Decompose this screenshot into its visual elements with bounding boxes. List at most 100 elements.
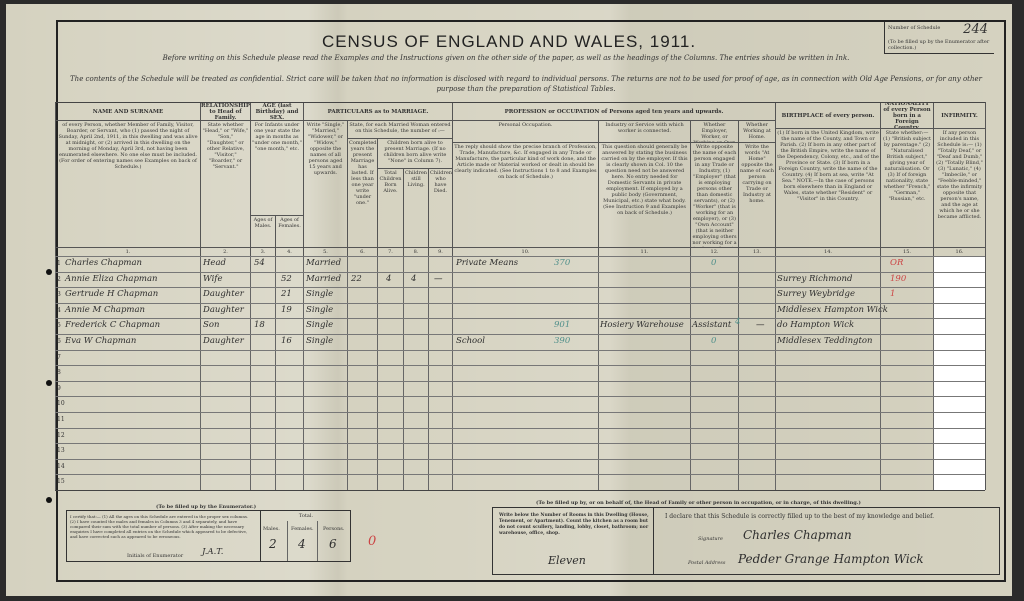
initials-label: Initials of Enumerator <box>127 553 184 559</box>
entry-living: 4 <box>411 273 417 284</box>
females-label: Females. <box>291 526 314 532</box>
table-row-line <box>55 334 985 335</box>
column-number: 12. <box>690 247 738 256</box>
punch-hole <box>46 497 52 503</box>
entry-status: Single <box>306 304 334 315</box>
table-row-line <box>55 427 985 429</box>
entry-name: Charles Chapman <box>65 258 143 268</box>
entry-nationality: OR <box>890 258 904 268</box>
column-number: 11. <box>598 247 690 256</box>
entry-female: 16 <box>281 336 292 346</box>
schedule-number: 244 <box>963 22 988 37</box>
signature-label: Signature <box>698 536 724 542</box>
total-males: 2 <box>269 537 277 551</box>
entry-birthplace: Surrey Weybridge <box>777 289 855 300</box>
entry-name: Gertrude H Chapman <box>65 289 159 300</box>
table-row-line <box>55 443 985 445</box>
enumerator-initials: J.A.T. <box>202 547 224 557</box>
table-row-line <box>55 271 985 273</box>
entry-industry: Hosiery Warehouse <box>600 320 684 331</box>
table-row-line <box>55 396 985 398</box>
enumerator-box: I certify that:— (1) All the ages on thi… <box>66 510 351 562</box>
row-number: 11 <box>57 416 65 423</box>
entry-male: 18 <box>254 320 265 331</box>
persons-label: Persons. <box>323 526 345 532</box>
column-number: 7. <box>377 247 403 256</box>
entry-birthplace: do Hampton Wick <box>777 320 855 331</box>
males-label: Males. <box>263 526 280 532</box>
total-label: Total. <box>298 513 314 519</box>
column-divider <box>933 256 934 490</box>
age-header: AGE (last Birthday) and SEX. <box>250 102 303 120</box>
postal-address: Pedder Grange Hampton Wick <box>738 552 924 566</box>
age-instructions: For Infants under one year state the age… <box>250 120 303 215</box>
infirmity-header: INFIRMITY. <box>933 102 985 128</box>
relationship-instructions: State whether "Head," or "Wife," "Son," … <box>200 120 250 247</box>
row-number: 14 <box>57 462 65 470</box>
column-divider <box>377 256 378 490</box>
column-divider <box>200 256 201 490</box>
table-row-line <box>55 302 985 304</box>
personal-occupation-header: Personal Occupation. <box>452 120 598 142</box>
column-number: 14. <box>775 247 880 256</box>
entry-status: Single <box>306 336 334 346</box>
row-number: 1 <box>57 260 61 267</box>
instruction-text: Before writing on this Schedule please r… <box>162 54 850 62</box>
children-total-header: Total Children Born Alive. <box>377 168 403 247</box>
schedule-number-box: Number of Schedule (To be filled up by t… <box>884 22 994 54</box>
total-females: 4 <box>298 537 306 551</box>
postal-address-label: Postal Address <box>688 560 726 566</box>
entry-birthplace: Middlesex Teddington <box>777 336 873 346</box>
entry-name: Annie M Chapman <box>65 304 146 315</box>
column-number: 9. <box>428 247 452 256</box>
column-divider <box>303 256 304 490</box>
column-number: 15. <box>880 247 933 256</box>
row-number: 9 <box>57 384 61 392</box>
entry-occupation: School <box>456 336 486 346</box>
birthplace-header: BIRTHPLACE of every person. <box>775 102 880 128</box>
entry-emp_code: 4 <box>735 317 741 328</box>
entry-birthplace: Surrey Richmond <box>777 273 853 284</box>
row-number: 7 <box>57 353 61 361</box>
infirmity-instructions: If any person included in this Schedule … <box>933 128 985 247</box>
nationality-instructions: State whether:— (1) "British subject by … <box>880 128 933 247</box>
column-number: 6. <box>347 247 377 256</box>
name-header: NAME AND SURNAME <box>55 102 200 120</box>
entry-name: Eva W Chapman <box>65 336 137 346</box>
row-number: 10 <box>57 400 65 408</box>
household-box: Write below the Number of Rooms in this … <box>492 507 1000 575</box>
entry-home: — <box>756 320 765 331</box>
entry-occ_code: 901 <box>554 320 571 331</box>
entry-employer: Assistant <box>692 320 732 331</box>
entry-status: Married <box>306 273 342 284</box>
household-heading: (To be filled up by, or on behalf of, th… <box>536 500 861 506</box>
census-schedule-page: CENSUS OF ENGLAND AND WALES, 1911. Befor… <box>6 4 1012 596</box>
children-header: Children born alive to present Marriage.… <box>377 138 452 168</box>
marital-status-instructions: Write "Single," "Married," "Widower," or… <box>303 120 347 247</box>
schedule-number-label: Number of Schedule <box>888 25 941 31</box>
entry-name: Annie Eliza Chapman <box>65 273 158 284</box>
entry-rel: Daughter <box>203 336 244 346</box>
entry-birthplace: Middlesex Hampton Wick <box>777 304 888 315</box>
column-number: 16. <box>933 247 985 256</box>
red-check-mark: 0 <box>368 534 377 549</box>
entry-rel: Son <box>203 320 220 331</box>
entry-rel: Daughter <box>203 304 244 315</box>
column-number: 13. <box>738 247 775 256</box>
punch-hole <box>46 269 52 275</box>
entry-occ_code: 370 <box>554 258 571 268</box>
column-divider <box>428 256 429 490</box>
column-divider <box>880 256 881 490</box>
column-divider <box>347 256 348 490</box>
entry-total: 4 <box>386 273 392 284</box>
schedule-border <box>56 20 1006 582</box>
column-number: 2. <box>200 247 250 256</box>
row-number: 2 <box>57 275 61 283</box>
rooms-instruction: Write below the Number of Rooms in this … <box>499 513 649 536</box>
industry-instructions: This question should generally be answer… <box>598 142 690 247</box>
children-living-header: Children still Living. <box>403 168 428 247</box>
entry-female: 52 <box>281 273 292 284</box>
entry-rel: Daughter <box>203 289 244 300</box>
entry-emp_code: 0 <box>711 258 717 268</box>
marriage-header: PARTICULARS as to MARRIAGE. <box>303 102 452 120</box>
